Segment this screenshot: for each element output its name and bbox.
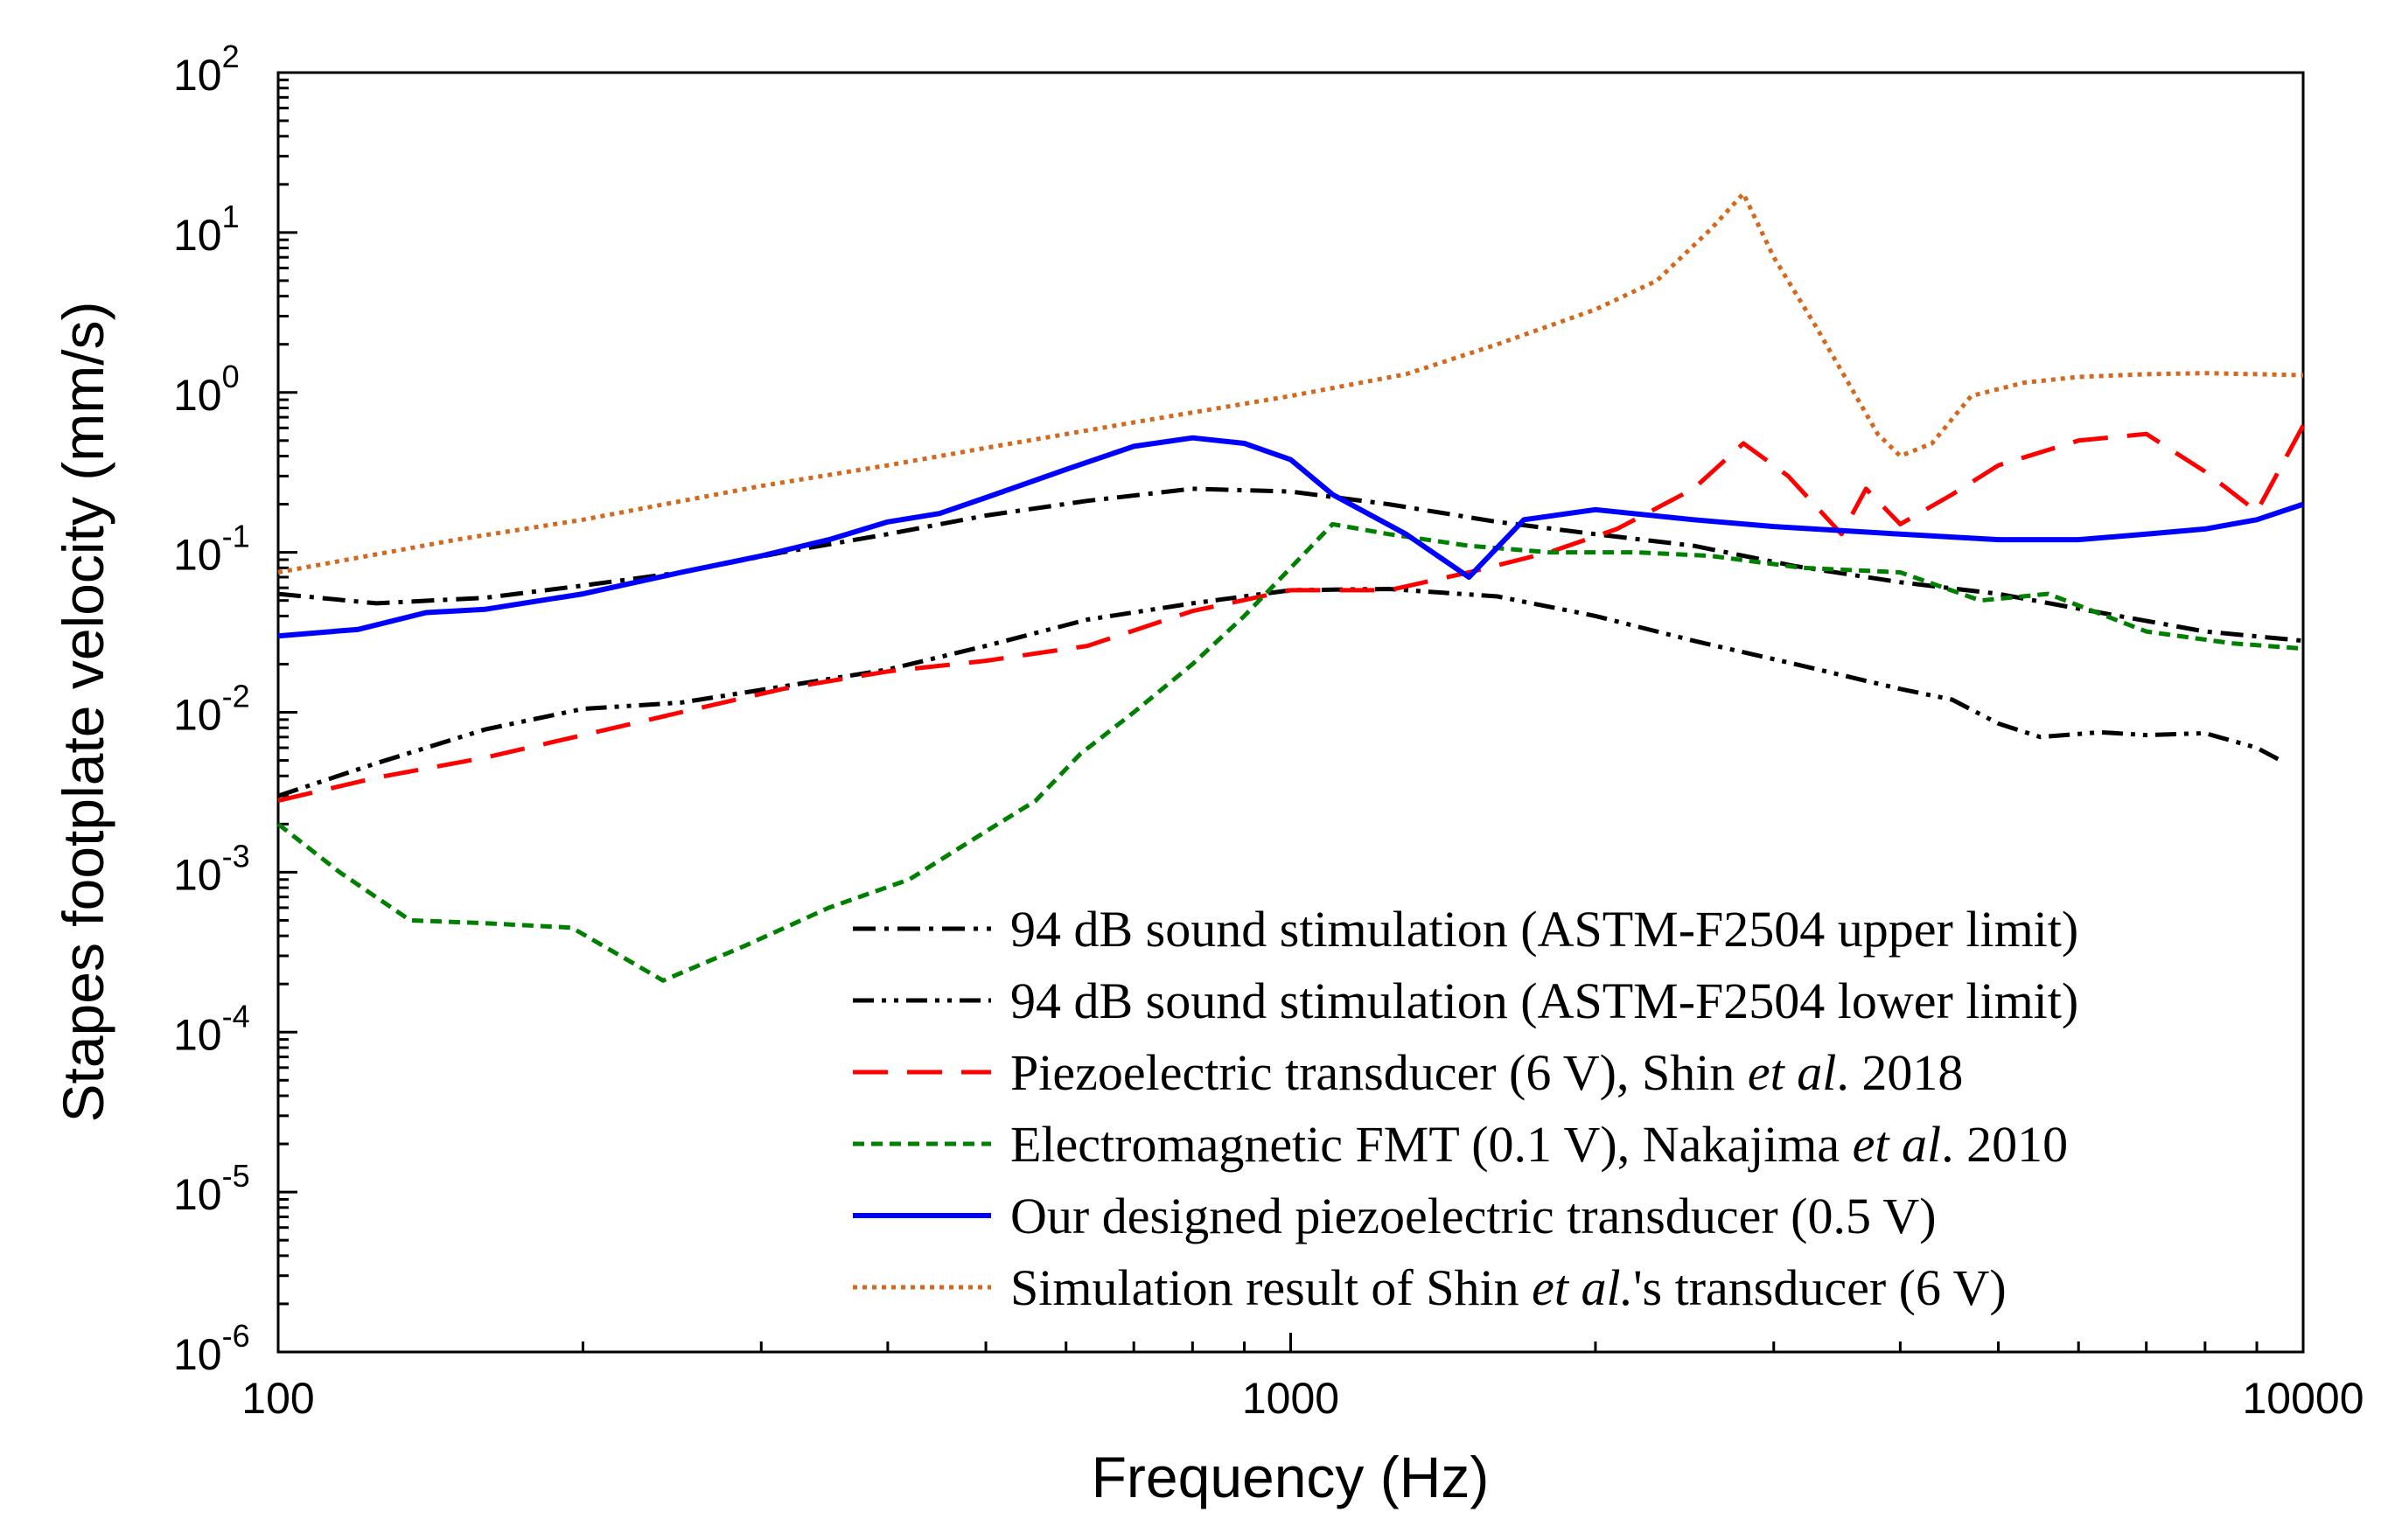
series-line-2: [277, 587, 2282, 798]
y-axis: 102 101 100 10-1 10-2 10-3 10-4 10-5 10-6: [173, 38, 297, 1379]
series-line-4: [276, 521, 2304, 983]
legend: 94 dB sound stimulation (ASTM-F2504 uppe…: [853, 901, 2078, 1316]
y-tick-label: 10-3: [173, 838, 250, 899]
x-tick-label: 1000: [1242, 1374, 1339, 1423]
y-tick-label: 102: [173, 38, 240, 100]
y-tick-label: 101: [173, 199, 240, 260]
legend-label-4: Electromagnetic FMT (0.1 V), Nakajima et…: [1010, 1116, 2068, 1173]
y-tick-label: 100: [173, 359, 240, 420]
series-line-6: [277, 191, 2304, 575]
series-layer: [276, 191, 2306, 983]
legend-label-2: 94 dB sound stimulation (ASTM-F2504 lowe…: [1010, 972, 2078, 1029]
y-tick-label: 10-5: [173, 1158, 250, 1219]
series-line-5: [277, 435, 2304, 639]
x-axis-title: Frequency (Hz): [1092, 1445, 1490, 1509]
y-tick-label: 10-1: [173, 519, 250, 580]
y-tick-label: 10-4: [173, 998, 250, 1059]
legend-label-5: Our designed piezoelectric transducer (0…: [1010, 1188, 1937, 1244]
series-line-3: [277, 424, 2306, 804]
x-tick-label: 10000: [2242, 1374, 2364, 1423]
legend-label-6: Simulation result of Shin et al.'s trans…: [1010, 1259, 2007, 1316]
y-tick-label: 10-6: [173, 1318, 250, 1379]
y-tick-label: 10-2: [173, 679, 250, 740]
x-axis: 100 1000 10000: [241, 1333, 2364, 1423]
x-tick-label: 100: [241, 1374, 314, 1423]
series-line-1: [277, 486, 2304, 644]
legend-label-1: 94 dB sound stimulation (ASTM-F2504 uppe…: [1010, 901, 2078, 958]
y-axis-title: Stapes footplate velocity (mm/s): [51, 301, 115, 1122]
legend-label-3: Piezoelectric transducer (6 V), Shin et …: [1010, 1044, 1963, 1101]
